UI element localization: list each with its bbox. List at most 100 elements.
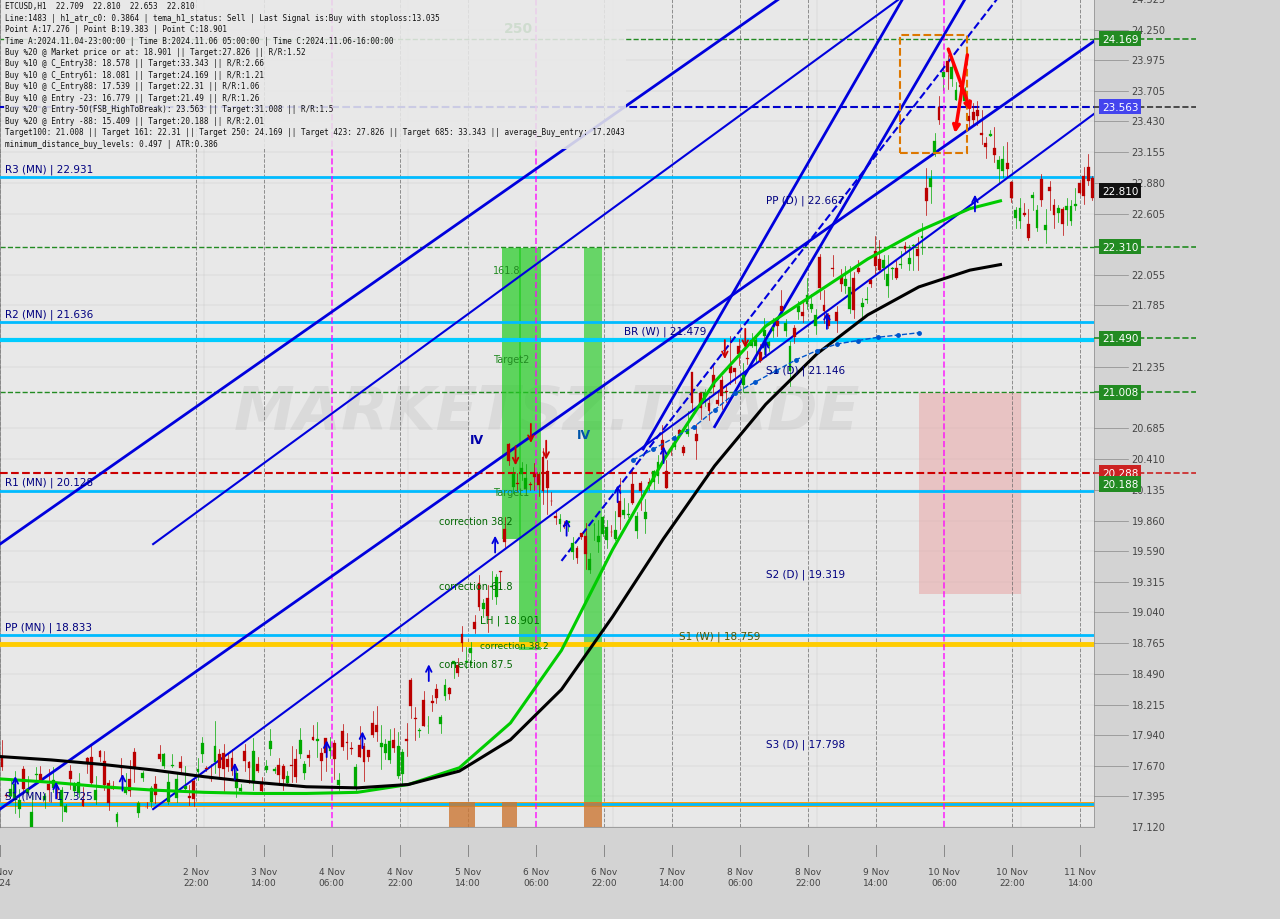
Bar: [388, 741, 392, 760]
Bar: [410, 681, 412, 707]
Text: S1 (D) | 21.146: S1 (D) | 21.146: [765, 365, 845, 375]
Text: 9 Nov
14:00: 9 Nov 14:00: [863, 868, 890, 887]
Text: 10 Nov
22:00: 10 Nov 22:00: [996, 868, 1028, 887]
Text: 17.670: 17.670: [1132, 761, 1165, 771]
Bar: [461, 634, 463, 643]
Bar: [349, 748, 353, 750]
Bar: [380, 743, 383, 748]
Bar: [801, 312, 804, 317]
Text: 23.563: 23.563: [1102, 102, 1138, 112]
Text: 20.135: 20.135: [1132, 485, 1165, 495]
Bar: [929, 178, 932, 187]
Bar: [874, 252, 877, 267]
Bar: [541, 457, 544, 492]
Bar: [252, 751, 255, 783]
Bar: [844, 279, 847, 287]
Bar: [337, 780, 340, 785]
Text: 19.040: 19.040: [1132, 607, 1165, 618]
Bar: [686, 429, 689, 435]
Bar: [133, 752, 136, 766]
Bar: [197, 769, 200, 772]
Text: S1 (W) | 18.759: S1 (W) | 18.759: [678, 631, 760, 641]
Text: 24.250: 24.250: [1132, 26, 1166, 36]
Bar: [490, 586, 493, 587]
Bar: [1039, 180, 1043, 200]
Text: R1 (MN) | 20.128: R1 (MN) | 20.128: [5, 477, 93, 488]
Bar: [567, 521, 570, 523]
Bar: [1083, 176, 1085, 197]
Text: 10 Nov
06:00: 10 Nov 06:00: [928, 868, 960, 887]
Bar: [0, 756, 4, 767]
Bar: [602, 517, 604, 535]
Bar: [631, 485, 634, 503]
Bar: [1074, 205, 1076, 207]
Bar: [878, 260, 881, 270]
Bar: [545, 471, 549, 488]
Bar: [780, 306, 783, 312]
Text: R3 (MN) | 22.931: R3 (MN) | 22.931: [5, 165, 93, 175]
Bar: [44, 796, 46, 800]
Bar: [282, 766, 284, 778]
Bar: [622, 510, 626, 516]
Bar: [188, 796, 191, 798]
Bar: [99, 751, 101, 757]
Bar: [269, 742, 271, 749]
Bar: [988, 135, 992, 136]
Bar: [265, 766, 268, 770]
Bar: [435, 689, 438, 698]
Bar: [184, 786, 187, 789]
Bar: [192, 781, 195, 799]
Bar: [887, 275, 890, 287]
Bar: [861, 303, 864, 307]
Bar: [605, 528, 608, 540]
Bar: [925, 188, 928, 202]
Bar: [69, 771, 72, 779]
Bar: [913, 245, 915, 247]
Bar: [716, 401, 719, 405]
Bar: [90, 757, 93, 783]
Bar: [721, 380, 723, 397]
Bar: [1070, 207, 1073, 221]
Bar: [18, 800, 20, 809]
Bar: [810, 304, 813, 309]
Bar: [699, 393, 701, 409]
Bar: [746, 358, 749, 359]
Bar: [772, 328, 774, 332]
Bar: [920, 237, 923, 239]
Text: PP (MN) | 18.833: PP (MN) | 18.833: [5, 622, 92, 632]
Bar: [9, 789, 12, 796]
Bar: [840, 278, 842, 285]
Bar: [201, 743, 204, 754]
Bar: [355, 767, 357, 787]
Bar: [457, 665, 460, 673]
Bar: [895, 269, 897, 278]
Bar: [942, 74, 945, 78]
Bar: [307, 755, 310, 758]
Bar: [836, 313, 838, 321]
Bar: [175, 779, 178, 798]
Bar: [503, 529, 506, 543]
Bar: [439, 717, 442, 724]
Text: LH | 18.901: LH | 18.901: [480, 615, 540, 625]
Bar: [120, 767, 123, 768]
Bar: [980, 134, 983, 135]
Text: 23.975: 23.975: [1132, 56, 1166, 66]
Bar: [640, 483, 643, 492]
Text: 18.765: 18.765: [1132, 639, 1165, 649]
Bar: [26, 789, 29, 793]
Text: 7 Nov
14:00: 7 Nov 14:00: [659, 868, 685, 887]
Bar: [776, 322, 778, 326]
Bar: [584, 248, 603, 807]
Text: 6 Nov
06:00: 6 Nov 06:00: [522, 868, 549, 887]
Bar: [397, 746, 399, 776]
Bar: [512, 474, 515, 487]
Bar: [968, 117, 970, 121]
Bar: [358, 745, 361, 757]
Bar: [60, 790, 63, 806]
Bar: [481, 603, 485, 609]
Bar: [256, 765, 259, 771]
Text: 17.940: 17.940: [1132, 731, 1165, 741]
Text: S3 (D) | 17.798: S3 (D) | 17.798: [765, 739, 845, 749]
Bar: [767, 342, 771, 346]
Bar: [900, 265, 902, 266]
